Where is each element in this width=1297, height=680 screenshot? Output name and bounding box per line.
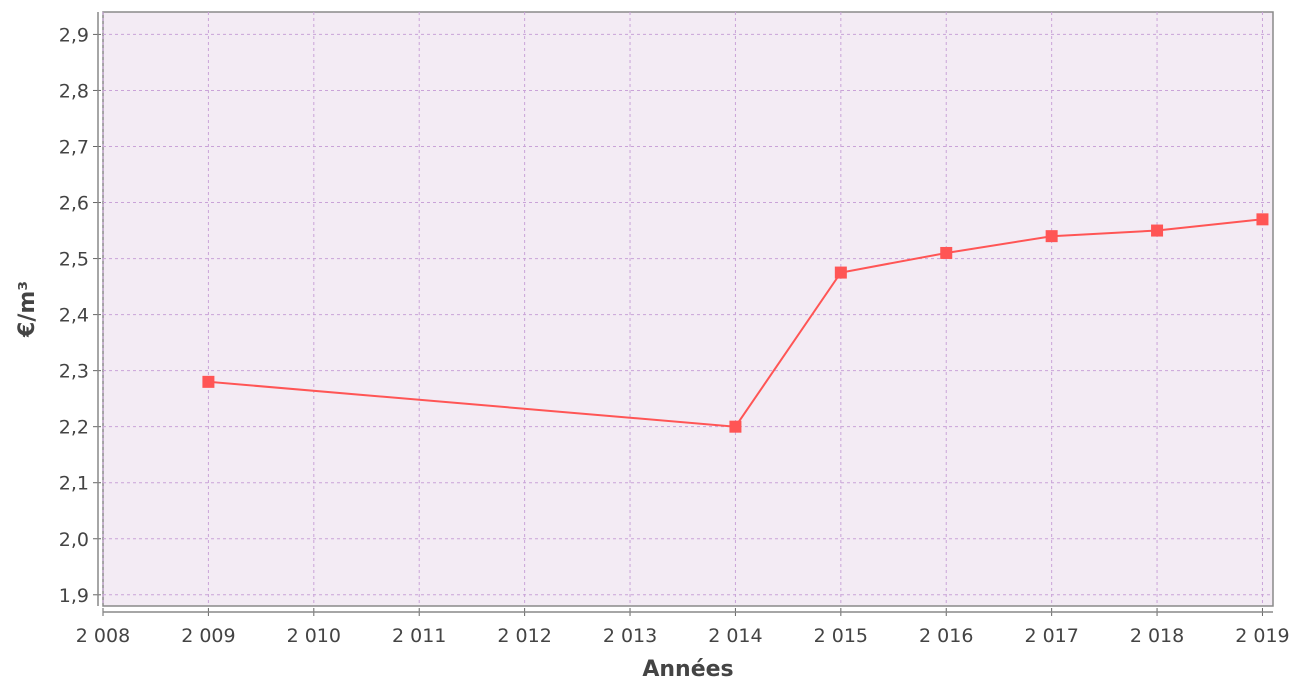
data-point — [1256, 213, 1269, 226]
data-point — [729, 420, 742, 433]
x-tick-label: 2 008 — [76, 625, 130, 647]
axes — [93, 12, 1273, 616]
data-point — [834, 266, 847, 279]
y-tick-label: 2,7 — [59, 136, 89, 158]
x-tick-label: 2 016 — [919, 625, 973, 647]
x-axis-title: Années — [642, 657, 733, 680]
x-tick-label: 2 018 — [1130, 625, 1184, 647]
grid — [102, 12, 1273, 606]
y-tick-label: 2,5 — [59, 249, 89, 271]
data-point — [1045, 230, 1058, 243]
plot-area — [102, 11, 1274, 607]
data-point — [202, 375, 215, 388]
series — [202, 213, 1269, 433]
x-tick-label: 2 017 — [1024, 625, 1078, 647]
x-tick-label: 2 014 — [708, 625, 762, 647]
x-tick-label: 2 009 — [181, 625, 235, 647]
x-tick-label: 2 010 — [287, 625, 341, 647]
x-tick-label: 2 013 — [603, 625, 657, 647]
y-tick-label: 2,2 — [59, 417, 89, 439]
x-tick-label: 2 011 — [392, 625, 446, 647]
y-tick-label: 2,3 — [59, 361, 89, 383]
y-tick-label: 2,0 — [59, 529, 89, 551]
y-tick-label: 2,9 — [59, 24, 89, 46]
data-point — [940, 246, 953, 259]
data-point — [1151, 224, 1164, 237]
y-tick-label: 1,9 — [59, 585, 89, 607]
x-tick-label: 2 015 — [814, 625, 868, 647]
y-axis-title: €/m³ — [15, 281, 40, 338]
y-tick-label: 2,4 — [59, 305, 89, 327]
y-tick-label: 2,8 — [59, 80, 89, 102]
x-tick-label: 2 019 — [1235, 625, 1289, 647]
y-tick-label: 2,1 — [59, 473, 89, 495]
y-tick-label: 2,6 — [59, 193, 89, 215]
x-tick-label: 2 012 — [497, 625, 551, 647]
tick-labels: 2 008 2 009 2 010 2 011 2 012 2 013 2 014 2 015… — [59, 24, 1290, 647]
